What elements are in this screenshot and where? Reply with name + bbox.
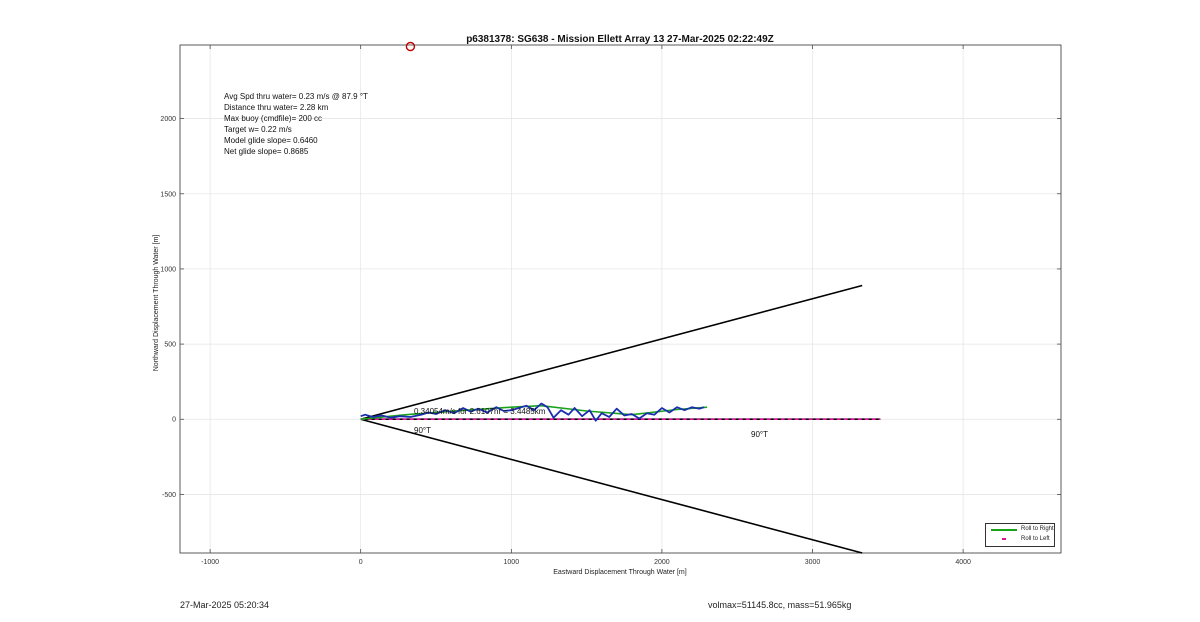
x-tick-label: 0 (359, 559, 363, 566)
start-marker (405, 41, 416, 52)
tick-labels: -1000 0 1000 2000 3000 4000 -500 0 500 1000 1500 20… (160, 116, 971, 566)
footer-stats: volmax=51145.8cc, mass=51.965kg (708, 600, 852, 610)
legend: Roll to Right Roll to Left (985, 523, 1055, 547)
y-axis-label: Northward Displacement Through Water [m] (153, 235, 160, 372)
envelope-lower-line (360, 418, 863, 554)
x-tick-label: -1000 (201, 559, 219, 566)
annotation-distance: Distance thru water= 2.28 km (224, 103, 329, 112)
legend-item-roll-right: Roll to Right (989, 525, 1054, 535)
legend-label-roll-left: Roll to Left (1021, 536, 1050, 542)
x-tick-label: 3000 (805, 559, 821, 566)
heading-label-left: 90°T (414, 426, 431, 435)
current-label: 0.34054m/s for 2.6107hr = 3.4485km (414, 407, 546, 416)
plot-area (179, 44, 1062, 554)
y-tick-label: 500 (164, 342, 176, 349)
x-tick-label: 4000 (955, 559, 971, 566)
annotation-avg-speed: Avg Spd thru water= 0.23 m/s @ 87.9 °T (224, 92, 368, 101)
annotation-model-glide: Model glide slope= 0.6460 (224, 136, 318, 145)
legend-item-roll-left: Roll to Left (989, 535, 1053, 545)
annotation-block: Avg Spd thru water= 0.23 m/s @ 87.9 °T D… (224, 92, 368, 156)
series-group (360, 41, 881, 422)
y-tick-label: 0 (172, 417, 176, 424)
legend-label-roll-right: Roll to Right (1021, 526, 1054, 532)
footer-timestamp: 27-Mar-2025 05:20:34 (180, 600, 270, 610)
grid (180, 45, 1061, 553)
glider-track-line (360, 402, 705, 422)
legend-swatch-roll-left (1002, 538, 1006, 540)
legend-swatch-roll-right (991, 529, 1017, 531)
annotation-target-w: Target w= 0.22 m/s (224, 125, 292, 134)
y-tick-label: 1500 (160, 191, 176, 198)
y-tick-label: 2000 (160, 116, 176, 123)
envelope-upper-line (360, 284, 863, 421)
x-tick-label: 2000 (654, 559, 670, 566)
annotation-net-glide: Net glide slope= 0.8685 (224, 147, 309, 156)
chart-title: p6381378: SG638 - Mission Ellett Array 1… (466, 34, 774, 45)
y-tick-label: 1000 (160, 266, 176, 273)
annotation-max-buoy: Max buoy (cmdfile)= 200 cc (224, 114, 322, 123)
x-tick-label: 1000 (504, 559, 520, 566)
y-tick-label: -500 (162, 492, 176, 499)
heading-label-right: 90°T (751, 430, 768, 439)
x-axis-label: Eastward Displacement Through Water [m] (553, 569, 686, 576)
